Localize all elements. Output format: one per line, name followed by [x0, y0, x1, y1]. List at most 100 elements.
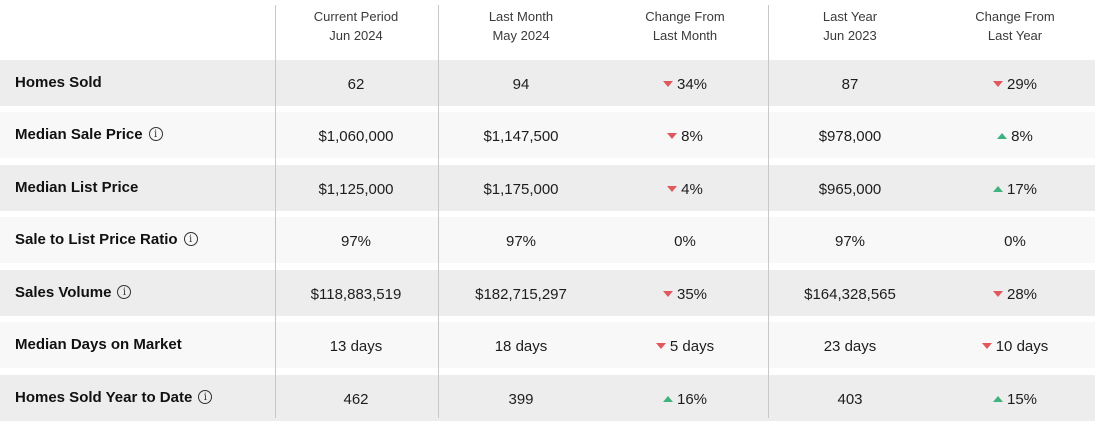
- column-header: Change From Last Month: [610, 7, 760, 45]
- table-cell-last-month: $1,175,000: [446, 165, 596, 213]
- cell-value: 29%: [1006, 75, 1038, 93]
- cell-value: 23 days: [823, 337, 877, 355]
- column-header: Last Month May 2024: [446, 7, 596, 45]
- info-circle-icon[interactable]: i: [183, 232, 198, 246]
- triangle-down-icon: [992, 291, 1003, 297]
- column-header-line1: Change From: [975, 9, 1055, 24]
- table-cell-current: $1,125,000: [281, 165, 431, 213]
- cell-value: $1,147,500: [483, 127, 559, 145]
- cell-value: 35%: [676, 285, 708, 303]
- table-cell-last-year: $965,000: [775, 165, 925, 213]
- triangle-up-icon: [662, 396, 673, 402]
- cell-value: 97%: [505, 232, 537, 250]
- column-header-line2: Jun 2024: [329, 28, 383, 43]
- cell-value: 10 days: [995, 337, 1049, 355]
- table-cell-current: 97%: [281, 217, 431, 265]
- cell-value: 15%: [1006, 390, 1038, 408]
- table-cell-last-month: $1,147,500: [446, 112, 596, 160]
- cell-value: $1,060,000: [318, 127, 394, 145]
- row-label-text: Median List Price: [15, 178, 139, 196]
- table-cell-last-year: 87: [775, 60, 925, 108]
- triangle-down-icon: [981, 343, 992, 349]
- triangle-down-icon: [655, 343, 666, 349]
- table-row: Sales Volume i $118,883,519 $182,715,297 35%…: [0, 270, 1095, 316]
- row-label: Median Days on Market: [15, 322, 182, 366]
- cell-value: 5 days: [669, 337, 715, 355]
- info-circle-icon[interactable]: i: [198, 390, 213, 404]
- info-circle-icon[interactable]: i: [117, 285, 132, 299]
- triangle-down-icon: [667, 133, 678, 139]
- cell-value: 34%: [676, 75, 708, 93]
- table-cell-last-year: $164,328,565: [775, 270, 925, 318]
- table-row: Homes Sold 62 94 34% 87 29%: [0, 60, 1095, 106]
- column-header: Change From Last Year: [940, 7, 1090, 45]
- table-cell-chg-year: 8%: [940, 112, 1090, 160]
- table-header: Current Period Jun 2024 Last Month May 2024…: [0, 0, 1095, 60]
- table-cell-last-month: 97%: [446, 217, 596, 265]
- row-label: Median Sale Price i: [15, 112, 163, 156]
- table-row: Homes Sold Year to Date i 462 399 16% 403 15%: [0, 375, 1095, 421]
- row-label: Sales Volume i: [15, 270, 132, 314]
- column-header-line1: Current Period: [313, 9, 399, 24]
- table-cell-current: $1,060,000: [281, 112, 431, 160]
- table-cell-chg-year: 17%: [940, 165, 1090, 213]
- column-header-line2: Last Year: [987, 28, 1043, 43]
- table-cell-last-month: 94: [446, 60, 596, 108]
- info-circle-icon[interactable]: i: [148, 127, 163, 141]
- table-cell-last-month: 18 days: [446, 322, 596, 370]
- triangle-down-icon: [667, 186, 678, 192]
- column-divider: [438, 5, 439, 418]
- cell-value: 18 days: [494, 337, 548, 355]
- cell-value: 8%: [681, 127, 703, 145]
- column-header-line1: Last Year: [822, 9, 878, 24]
- column-header-line2: Jun 2023: [823, 28, 877, 43]
- table-cell-chg-year: 28%: [940, 270, 1090, 318]
- cell-value: 399: [508, 390, 534, 408]
- cell-value: 97%: [834, 232, 866, 250]
- cell-value: 94: [512, 75, 530, 93]
- cell-value: 8%: [1011, 127, 1033, 145]
- column-header-line1: Last Month: [488, 9, 554, 24]
- cell-value: 28%: [1006, 285, 1038, 303]
- table-cell-chg-month: 35%: [610, 270, 760, 318]
- triangle-down-icon: [992, 81, 1003, 87]
- column-header-line2: May 2024: [492, 28, 550, 43]
- cell-value: 16%: [676, 390, 708, 408]
- table-cell-current: 62: [281, 60, 431, 108]
- row-label-text: Sale to List Price Ratio: [15, 230, 178, 248]
- cell-value: $1,175,000: [483, 180, 559, 198]
- row-label-text: Homes Sold: [15, 73, 102, 91]
- column-header: Current Period Jun 2024: [281, 7, 431, 45]
- column-header-line2: Last Month: [652, 28, 718, 43]
- column-divider: [768, 5, 769, 418]
- column-divider: [275, 5, 276, 418]
- table-row: Median Days on Market 13 days 18 days 5 day…: [0, 322, 1095, 368]
- cell-value: $182,715,297: [475, 285, 567, 303]
- cell-value: $965,000: [818, 180, 882, 198]
- table-row: Median Sale Price i $1,060,000 $1,147,500 8%…: [0, 112, 1095, 158]
- row-label-text: Homes Sold Year to Date: [15, 388, 193, 406]
- table-cell-chg-year: 0%: [940, 217, 1090, 265]
- cell-value: 4%: [681, 180, 703, 198]
- triangle-down-icon: [662, 291, 673, 297]
- table-cell-last-year: 23 days: [775, 322, 925, 370]
- column-header-line1: Change From: [645, 9, 725, 24]
- row-label-text: Median Days on Market: [15, 335, 182, 353]
- table-cell-chg-month: 16%: [610, 375, 760, 423]
- table-cell-chg-month: 4%: [610, 165, 760, 213]
- table-cell-chg-month: 34%: [610, 60, 760, 108]
- cell-value: 97%: [340, 232, 372, 250]
- table-cell-last-year: 403: [775, 375, 925, 423]
- cell-value: 0%: [674, 232, 696, 250]
- triangle-up-icon: [997, 133, 1008, 139]
- table-cell-last-month: $182,715,297: [446, 270, 596, 318]
- table-cell-chg-month: 8%: [610, 112, 760, 160]
- table-cell-current: 462: [281, 375, 431, 423]
- table-cell-last-month: 399: [446, 375, 596, 423]
- row-label: Sale to List Price Ratio i: [15, 217, 198, 261]
- cell-value: 62: [347, 75, 365, 93]
- table-cell-chg-year: 10 days: [940, 322, 1090, 370]
- triangle-up-icon: [992, 396, 1003, 402]
- cell-value: 87: [841, 75, 859, 93]
